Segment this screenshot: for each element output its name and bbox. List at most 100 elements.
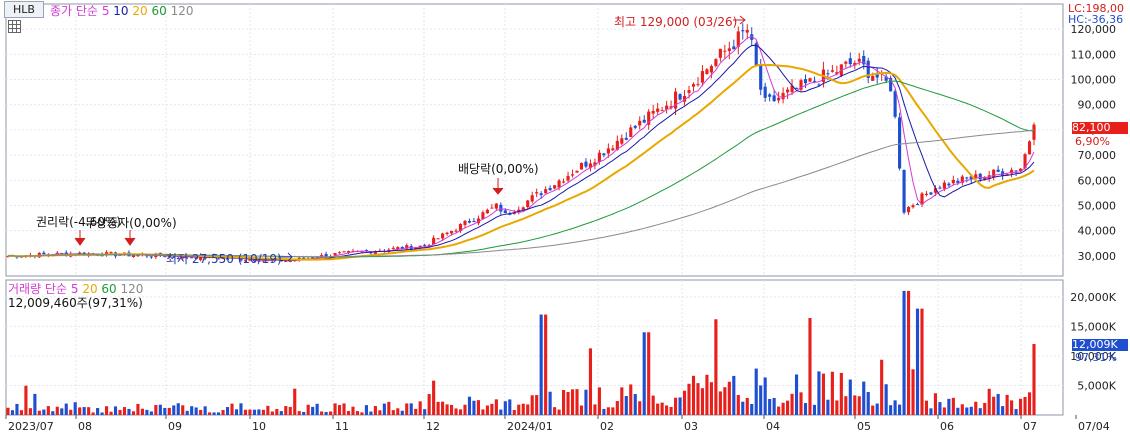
candle-body <box>337 252 342 254</box>
volume-bar <box>741 401 745 415</box>
grid-icon[interactable] <box>8 20 21 33</box>
volume-bar <box>270 411 274 415</box>
volume-bar <box>351 406 355 415</box>
volume-bar <box>1018 398 1023 415</box>
volume-bar <box>826 399 830 415</box>
candle-body <box>364 250 368 252</box>
candle-body <box>512 212 516 214</box>
volume-bar <box>561 389 566 415</box>
x-tick-label: 07 <box>1023 420 1037 433</box>
volume-bar <box>46 406 50 415</box>
symbol-button[interactable]: HLB <box>4 1 44 18</box>
volume-bar <box>78 407 82 415</box>
volume-bar <box>311 406 315 415</box>
candle-body <box>924 193 929 195</box>
candle-body <box>302 257 306 259</box>
x-tick-label: 09 <box>168 420 182 433</box>
volume-bar <box>418 401 422 415</box>
candle-body <box>42 252 46 255</box>
candle-body <box>481 212 485 220</box>
volume-bar <box>678 397 682 415</box>
volume-bar <box>723 387 727 415</box>
volume-bar <box>208 412 212 415</box>
vlegend-5: 5 <box>70 282 79 296</box>
volume-bar <box>405 403 409 415</box>
volume-bar <box>109 411 113 415</box>
volume-bar <box>378 410 382 415</box>
candle-body <box>346 251 351 253</box>
volume-bar <box>423 409 427 415</box>
volume-bar <box>790 393 794 415</box>
volume-bar <box>494 399 498 415</box>
candle-body <box>561 181 566 183</box>
candle-body <box>149 256 153 258</box>
candle-body <box>391 247 395 249</box>
candle-body <box>741 30 745 32</box>
volume-bar <box>212 412 216 415</box>
candle-body <box>830 70 834 72</box>
volume-bar <box>665 405 669 415</box>
candle-body <box>768 94 772 97</box>
volume-bar <box>830 371 834 415</box>
volume-bar <box>454 408 458 415</box>
candle-body <box>808 78 812 82</box>
volume-bar <box>906 290 911 415</box>
volume-bar <box>302 411 306 415</box>
candle-body <box>118 254 122 256</box>
price-tick-label: 120,000 <box>1071 23 1117 36</box>
volume-bar <box>687 383 691 415</box>
candle-body <box>700 71 705 83</box>
volume-bar <box>696 383 700 415</box>
candle-body <box>239 257 243 261</box>
volume-bar <box>705 374 709 415</box>
volume-bar <box>938 402 942 415</box>
candle-body <box>857 58 861 62</box>
volume-bar <box>104 406 109 415</box>
candle-body <box>665 105 669 110</box>
candle-body <box>557 180 561 188</box>
volume-bar <box>794 374 799 415</box>
vlegend-20: 20 <box>82 282 98 296</box>
candle-body <box>772 95 776 102</box>
candle-body <box>933 188 938 193</box>
volume-bar <box>898 404 902 415</box>
volume-bar <box>69 409 73 415</box>
candle-body <box>638 120 642 126</box>
candle-body <box>826 73 830 75</box>
volume-tick-label: 10,000K <box>1070 350 1116 363</box>
volume-bar <box>382 403 386 415</box>
volume-bar <box>297 411 301 415</box>
candle-body <box>835 72 839 75</box>
candle-body <box>284 261 288 263</box>
volume-bar <box>1005 394 1009 415</box>
candle-body <box>754 43 758 66</box>
volume-bar <box>60 408 64 415</box>
volume-bar <box>575 389 579 415</box>
current-volume-tag: 12,009K <box>1072 339 1128 351</box>
candle-body <box>889 77 893 92</box>
volume-bar <box>217 412 221 415</box>
volume-bar <box>727 381 731 415</box>
candle-body <box>575 170 579 173</box>
volume-bar <box>252 409 256 415</box>
candle-body <box>441 233 445 239</box>
volume-bar <box>889 405 893 415</box>
volume-bar <box>234 409 239 415</box>
volume-bar <box>893 400 897 415</box>
x-tick-label: 03 <box>684 420 698 433</box>
candle-body <box>902 169 906 213</box>
volume-bar <box>992 396 996 415</box>
x-tick-label: 02 <box>600 420 614 433</box>
volume-bar <box>145 409 149 415</box>
candle-body <box>709 66 713 73</box>
volume-tick-label: 15,000K <box>1070 320 1116 333</box>
volume-bar <box>857 396 861 415</box>
candle-body <box>566 175 570 181</box>
candle-body <box>745 29 749 33</box>
candle-body <box>790 85 794 93</box>
candle-body <box>199 255 203 261</box>
moving-average-120 <box>7 129 1035 258</box>
volume-bar <box>503 401 507 415</box>
volume-bar <box>817 371 821 415</box>
volume-bar <box>490 403 494 415</box>
